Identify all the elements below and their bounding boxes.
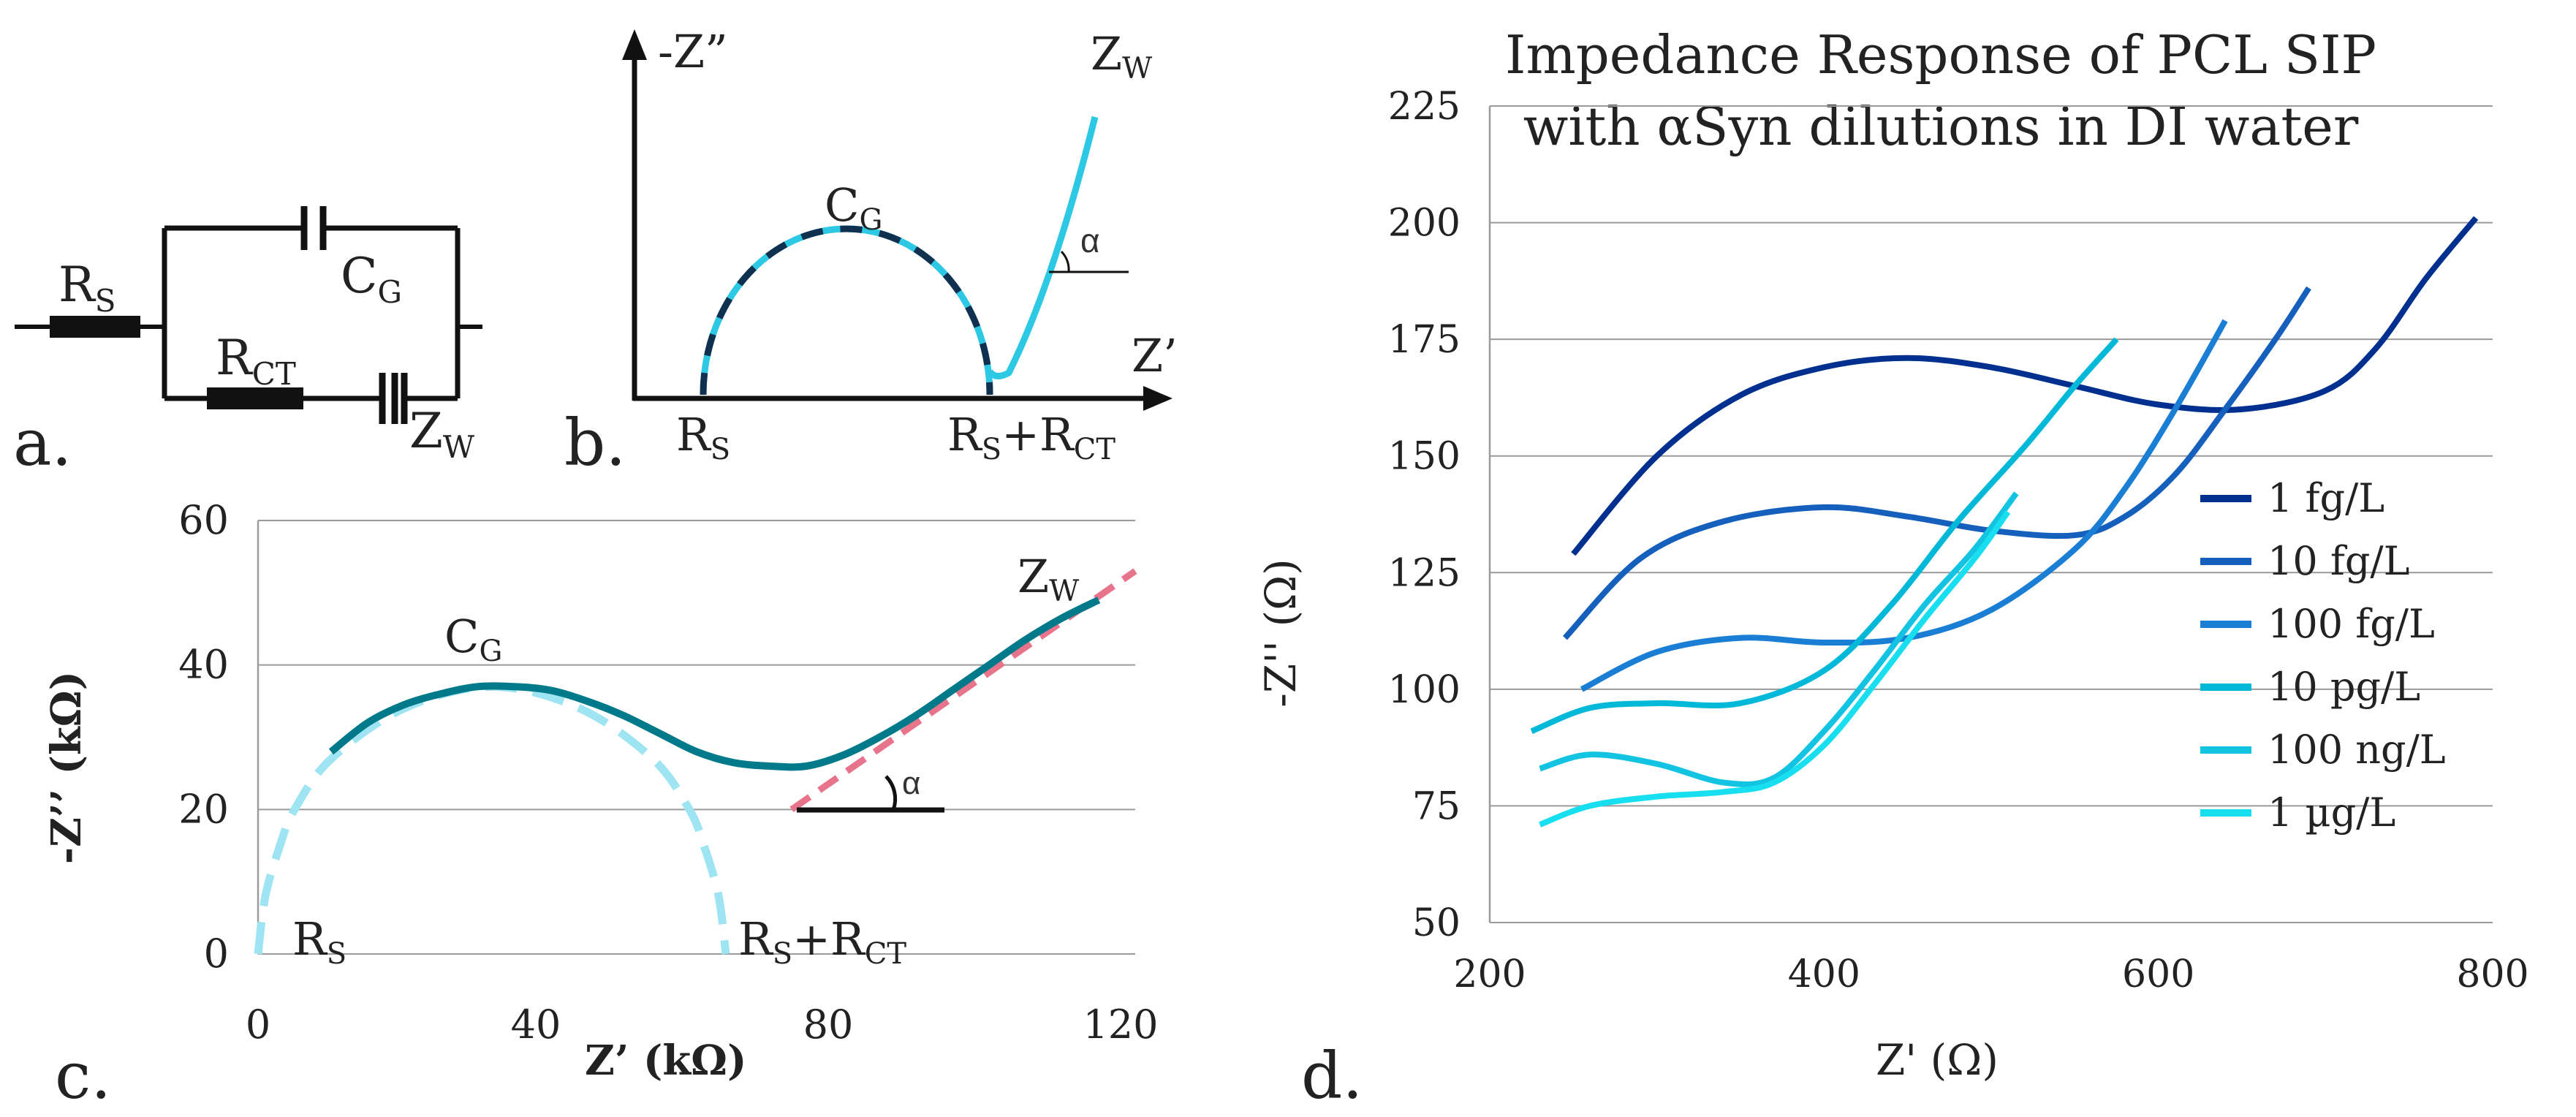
label-cg: CG (341, 248, 402, 310)
warburg-element (379, 373, 408, 424)
c-measured-series (328, 597, 1101, 771)
d-legend: 1 fg/L 10 fg/L 100 fg/L 10 pg/L 100 ng/L 1 µg… (2200, 475, 2446, 836)
d-ytick-75: 75 (1412, 784, 1461, 828)
c-xtick-40: 40 (511, 1001, 561, 1048)
nyquist-chart-c: 0 20 40 60 0 40 80 120 α CG ZW RS RS+RCT Z’ (kΩ… (42, 497, 1159, 1085)
circuit-diagram: RS CG RCT ZW (15, 206, 482, 465)
schematic-semicircle-fit (700, 225, 993, 395)
d-legend-label-1: 1 fg/L (2268, 475, 2384, 521)
panel-label-c: c. (55, 1038, 111, 1113)
d-ytick-150: 150 (1388, 435, 1461, 479)
d-legend-label-3: 100 fg/L (2268, 601, 2435, 647)
d-series-line-6 (1539, 510, 2011, 828)
capacitor-cg (300, 206, 327, 250)
schematic-rsrct-label: RS+RCT (947, 408, 1115, 466)
schematic-y-arrow (622, 29, 647, 60)
d-xtick-400: 400 (1788, 953, 1860, 996)
d-xtick-200: 200 (1453, 953, 1526, 996)
c-rs-label: RS (292, 912, 346, 971)
c-ytick-20: 20 (178, 786, 229, 832)
panel-label-a: a. (13, 405, 72, 480)
panel-label-b: b. (564, 405, 626, 480)
c-measured-line (328, 597, 1101, 771)
schematic-xlabel: Z’ (1132, 329, 1178, 382)
c-ylabel: -Z’’ (kΩ) (42, 671, 91, 864)
c-cg-label: CG (444, 610, 502, 668)
d-ylabel: -Z'' (Ω) (1256, 558, 1306, 708)
c-ytick-40: 40 (178, 642, 229, 688)
schematic-angle-arc (1060, 250, 1070, 273)
resistor-rs (50, 316, 140, 338)
d-legend-label-5: 100 ng/L (2268, 727, 2446, 773)
c-ytick-0: 0 (204, 931, 229, 977)
d-ytick-125: 125 (1388, 551, 1461, 595)
d-ytick-225: 225 (1388, 85, 1461, 129)
d-ytick-175: 175 (1388, 318, 1461, 362)
c-gridlines (257, 520, 1135, 955)
d-legend-label-2: 10 fg/L (2268, 538, 2409, 584)
schematic-alpha: α (1080, 221, 1100, 260)
resistor-rct (207, 387, 303, 409)
schematic-cg-label: CG (825, 178, 882, 237)
c-rsrct-label: RS+RCT (738, 912, 906, 971)
label-rct: RCT (216, 330, 296, 392)
d-series-line-1 (1571, 216, 2479, 556)
d-legend-label-4: 10 pg/L (2268, 664, 2420, 710)
c-angle-marker: α (797, 765, 944, 813)
schematic-semicircle (700, 225, 993, 395)
d-xtick-600: 600 (2122, 953, 2194, 996)
c-xtick-0: 0 (246, 1001, 270, 1048)
schematic-ylabel: -Z” (658, 25, 728, 78)
d-series-line-2 (1563, 286, 2311, 640)
label-rs: RS (58, 257, 115, 319)
schematic-nyquist: -Z” Z’ α CG ZW RS RS+RCT (622, 25, 1178, 466)
d-series-line-4 (1530, 337, 2119, 735)
c-zw-label: ZW (1018, 550, 1079, 608)
schematic-x-arrow (1143, 386, 1173, 411)
schematic-rs-label: RS (676, 408, 730, 466)
d-title-line1: Impedance Response of PCL SIP (1505, 24, 2376, 86)
c-alpha-label: α (902, 765, 920, 801)
d-ytick-50: 50 (1412, 901, 1461, 945)
impedance-chart-d: Impedance Response of PCL SIP with αSyn … (1256, 24, 2529, 1085)
d-legend-label-6: 1 µg/L (2268, 790, 2395, 836)
c-xlabel: Z’ (kΩ) (585, 1037, 747, 1085)
c-xtick-80: 80 (803, 1001, 854, 1048)
schematic-zw-label: ZW (1091, 27, 1152, 86)
c-ytick-60: 60 (178, 497, 229, 543)
d-tick-labels: 50 75 100 125 150 175 200 225 200 400 600 800 (1388, 85, 2529, 996)
c-semicircle-line (254, 682, 730, 955)
d-xlabel: Z' (Ω) (1876, 1035, 1999, 1085)
d-ytick-200: 200 (1388, 202, 1461, 246)
c-xtick-120: 120 (1083, 1001, 1158, 1048)
d-xtick-800: 800 (2456, 953, 2528, 996)
d-ytick-100: 100 (1388, 668, 1461, 712)
d-title-line2: with αSyn dilutions in DI water (1523, 96, 2359, 157)
circuit-wires (15, 225, 482, 401)
c-semicircle-series (254, 682, 730, 955)
schematic-warburg-line (987, 116, 1099, 379)
panel-label-d: d. (1301, 1038, 1363, 1113)
d-series-line-3 (1580, 319, 2228, 692)
d-series-lines (1530, 216, 2479, 828)
label-zw: ZW (409, 403, 475, 465)
c-tick-labels: 0 20 40 60 0 40 80 120 (178, 497, 1158, 1048)
d-series-line-5 (1539, 491, 2019, 787)
